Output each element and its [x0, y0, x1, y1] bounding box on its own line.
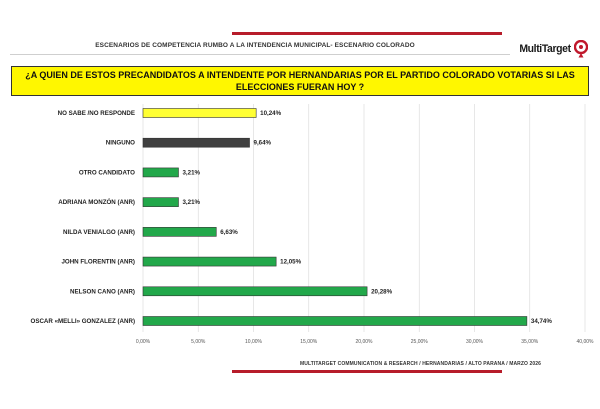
x-tick-label: 30,00% [466, 339, 484, 345]
top-accent-line [232, 32, 502, 35]
category-label: ADRIANA MONZÓN (ANR) [58, 198, 135, 206]
value-label: 34,74% [531, 318, 552, 325]
value-label: 10,24% [260, 110, 281, 117]
category-label: JOHN FLORENTIN (ANR) [61, 259, 135, 266]
x-tick-label: 10,00% [245, 339, 263, 345]
category-label: NILDA VENIALGO (ANR) [63, 229, 135, 236]
value-label: 3,21% [182, 199, 200, 206]
x-tick-label: 15,00% [300, 339, 318, 345]
category-label: OSCAR «MELLI» GONZALEZ (ANR) [31, 318, 136, 325]
x-tick-label: 0,00% [136, 339, 151, 345]
x-tick-label: 5,00% [191, 339, 206, 345]
category-label: OTRO CANDIDATO [79, 169, 135, 176]
bar [142, 227, 217, 237]
question-box: ¿A QUIEN DE ESTOS PRECANDIDATOS A INTEND… [11, 66, 589, 96]
header-title: ESCENARIOS DE COMPETENCIA RUMBO A LA INT… [95, 42, 415, 49]
bottom-accent-line [232, 370, 502, 373]
x-tick-label: 25,00% [411, 339, 429, 345]
value-label: 20,28% [371, 288, 392, 295]
bar [142, 197, 179, 207]
value-label: 9,64% [254, 140, 272, 147]
category-label: NINGUNO [106, 140, 135, 147]
x-tick-label: 40,00% [577, 339, 595, 345]
bar [142, 286, 368, 297]
value-label: 3,21% [182, 169, 200, 176]
logo-text: MultiTarget [519, 43, 571, 55]
x-tick-label: 35,00% [521, 339, 539, 345]
target-logo-icon [573, 39, 589, 58]
header-divider [10, 54, 510, 55]
category-label: NELSON CANO (ANR) [70, 288, 135, 295]
bar [142, 137, 250, 148]
bar [142, 167, 179, 178]
category-label: NO SABE /NO RESPONDE [58, 110, 135, 117]
logo: MultiTarget [518, 38, 589, 60]
x-tick-label: 20,00% [356, 339, 374, 345]
value-label: 6,63% [220, 229, 238, 236]
bar [142, 256, 277, 267]
bar [142, 108, 257, 118]
bar [142, 316, 528, 326]
value-label: 12,05% [280, 259, 301, 266]
question-text: ¿A QUIEN DE ESTOS PRECANDIDATOS A INTEND… [25, 70, 575, 92]
footer-source: MULTITARGET COMMUNICATION & RESEARCH / H… [300, 361, 542, 367]
